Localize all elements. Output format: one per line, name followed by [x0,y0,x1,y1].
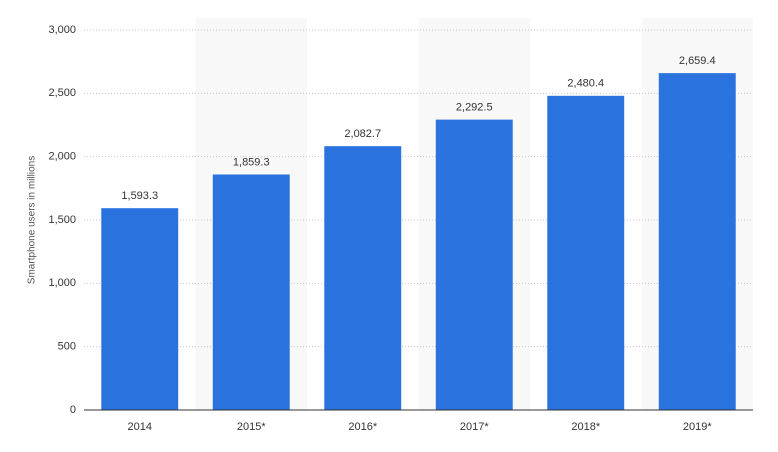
value-label: 2,292.5 [456,102,493,114]
y-tick-label: 1,500 [48,214,76,226]
y-axis-label: Smartphone users in millions [27,156,38,284]
y-tick-label: 3,000 [48,24,76,36]
y-tick-label: 0 [70,404,76,416]
value-label: 2,480.4 [567,78,604,90]
value-label: 2,659.4 [679,55,716,67]
value-label: 1,859.3 [233,156,270,168]
x-tick-label: 2014 [128,421,152,433]
y-tick-label: 2,500 [48,87,76,99]
x-tick-label: 2018* [571,421,600,433]
x-tick-label: 2016* [348,421,377,433]
bar [658,73,736,410]
bar [324,146,402,410]
x-tick-label: 2015* [237,421,266,433]
value-label: 1,593.3 [121,190,158,202]
bar [212,174,290,410]
y-tick-label: 2,000 [48,151,76,163]
x-tick-label: 2017* [460,421,489,433]
y-tick-label: 500 [58,341,76,353]
bar [101,208,179,410]
value-label: 2,082.7 [344,128,381,140]
y-tick-label: 1,000 [48,277,76,289]
x-tick-label: 2019* [683,421,712,433]
bar [547,95,625,410]
bar [435,119,513,410]
